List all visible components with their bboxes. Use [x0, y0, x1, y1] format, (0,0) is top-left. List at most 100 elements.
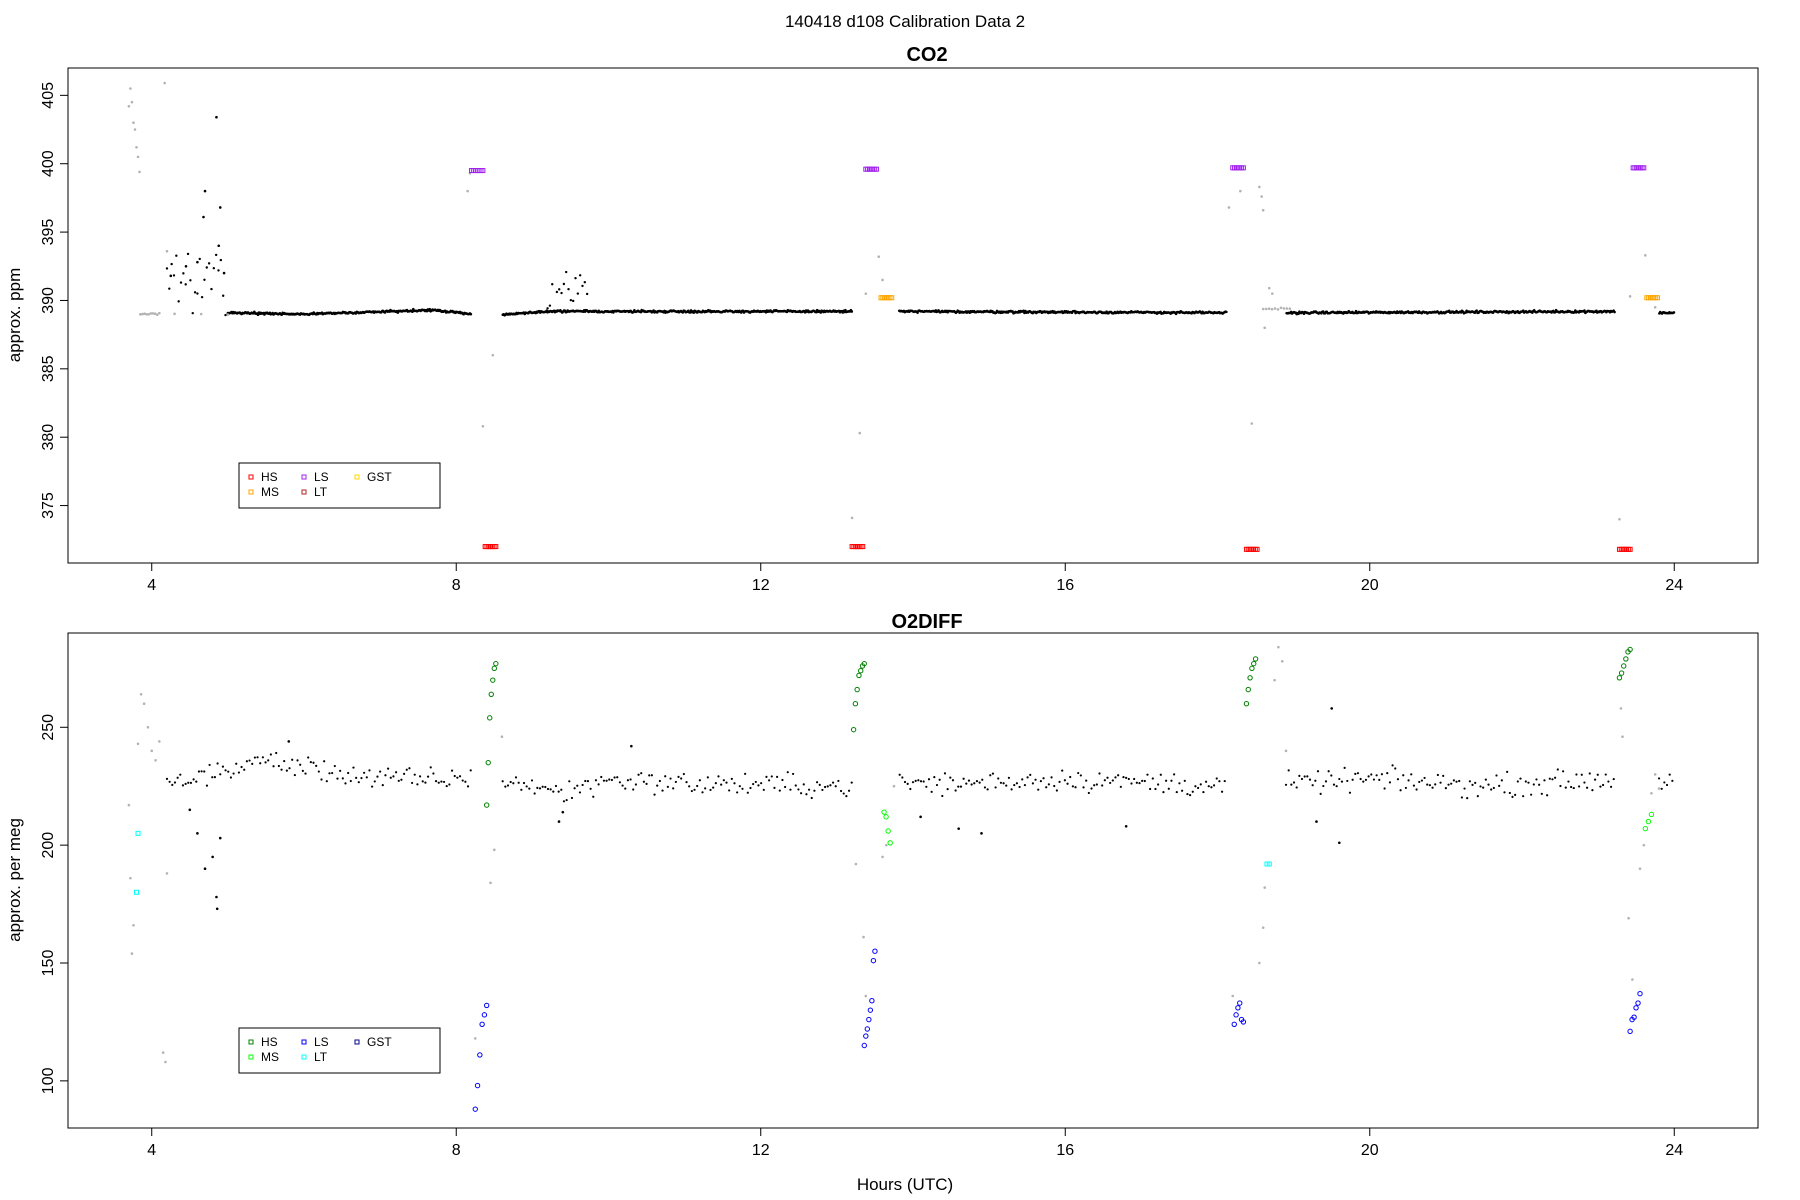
- ambient-point: [674, 780, 677, 784]
- ambient-point: [1562, 770, 1565, 773]
- ambient-point: [395, 771, 398, 774]
- flush-point: [127, 104, 131, 108]
- ambient-point: [1186, 792, 1189, 796]
- ambient-point: [296, 759, 299, 762]
- ambient-point: [1061, 769, 1064, 772]
- ambient-point: [610, 778, 614, 782]
- ambient-point: [1399, 789, 1402, 792]
- ambient-point: [1498, 784, 1501, 787]
- flush-point: [1261, 307, 1265, 311]
- ambient-point: [919, 815, 922, 819]
- calibration-point-ls: [1641, 165, 1647, 171]
- flush-point: [489, 881, 492, 885]
- ambient-point: [1042, 777, 1045, 780]
- ambient-point: [169, 274, 173, 278]
- ambient-point: [706, 776, 709, 779]
- legend-swatch: [248, 1039, 254, 1045]
- ambient-point: [693, 788, 696, 791]
- ambient-point: [402, 772, 406, 775]
- ambient-point: [1218, 780, 1221, 783]
- ambient-point: [1475, 309, 1478, 313]
- ambient-point: [1426, 783, 1429, 786]
- calibration-point-ls: [479, 1021, 485, 1027]
- ambient-point: [717, 775, 720, 778]
- ambient-point: [1119, 785, 1122, 788]
- ambient-point: [186, 252, 190, 256]
- ambient-point: [789, 788, 792, 791]
- ambient-point: [1284, 783, 1288, 786]
- ambient-point: [1063, 779, 1066, 782]
- ambient-point: [765, 775, 768, 778]
- ambient-point: [287, 740, 291, 743]
- flush-point: [1258, 185, 1261, 189]
- legend-swatch: [354, 1039, 360, 1045]
- ambient-point: [191, 311, 194, 315]
- ambient-point: [1202, 790, 1205, 794]
- ambient-point: [1029, 773, 1032, 776]
- ambient-point: [786, 771, 789, 774]
- ambient-point: [1506, 770, 1509, 773]
- ambient-point: [1151, 777, 1154, 780]
- flush-point: [1267, 286, 1271, 290]
- ambient-point: [799, 792, 803, 795]
- ambient-point: [1173, 773, 1176, 776]
- ambient-point: [981, 778, 984, 781]
- calibration-point-hs: [850, 726, 857, 733]
- ambient-point: [1527, 781, 1530, 784]
- ambient-point: [794, 784, 797, 787]
- ambient-point: [994, 786, 997, 789]
- ambient-point: [469, 769, 472, 772]
- ambient-point: [1343, 766, 1346, 769]
- ambient-point: [1359, 777, 1362, 781]
- ambient-point: [445, 784, 448, 788]
- calibration-point-hs: [858, 668, 864, 674]
- ambient-point: [517, 781, 520, 784]
- ambient-point: [1154, 787, 1157, 791]
- ambient-point: [962, 777, 965, 780]
- ambient-point: [272, 765, 275, 768]
- ambient-point: [1162, 791, 1165, 794]
- legend-label: HS: [261, 1035, 278, 1049]
- ambient-point: [1596, 773, 1599, 776]
- ambient-point: [630, 744, 633, 748]
- ambient-point: [1423, 776, 1426, 780]
- ambient-point: [581, 284, 584, 288]
- flush-point: [129, 87, 132, 90]
- ambient-point: [1613, 310, 1616, 314]
- x-tick-label: 4: [147, 1142, 156, 1159]
- ambient-point: [600, 775, 603, 779]
- ambient-point: [1601, 783, 1605, 787]
- legend-label: LS: [314, 470, 329, 484]
- ambient-point: [1138, 782, 1141, 785]
- calibration-point-ls: [1633, 1005, 1639, 1011]
- ambient-point: [1578, 785, 1581, 788]
- o2diff-y-axis: 100 150 200 250: [40, 714, 68, 1094]
- ambient-point: [1167, 787, 1170, 790]
- ambient-point: [1039, 780, 1042, 783]
- ambient-point: [1159, 773, 1162, 776]
- ambient-point: [283, 759, 286, 763]
- ambient-point: [179, 281, 183, 284]
- y-tick-label: 380: [40, 424, 57, 451]
- flush-point: [127, 803, 131, 807]
- ambient-point: [970, 783, 973, 786]
- ambient-point: [307, 756, 310, 759]
- ambient-point: [1223, 779, 1226, 783]
- ambient-point: [829, 784, 832, 787]
- ambient-point: [1157, 783, 1160, 786]
- flush-point: [155, 313, 159, 316]
- ambient-point: [1085, 779, 1088, 782]
- ambient-point: [555, 290, 559, 294]
- calibration-point-ls: [867, 1007, 874, 1013]
- flush-point: [1288, 307, 1292, 310]
- ambient-point: [1668, 773, 1671, 776]
- flush-point: [500, 735, 504, 739]
- ambient-point: [179, 773, 182, 776]
- ambient-point: [426, 775, 430, 778]
- flush-point: [149, 312, 153, 315]
- flush-point: [153, 312, 157, 316]
- ambient-point: [1500, 779, 1503, 782]
- calibration-point-ls: [1233, 1012, 1239, 1018]
- ambient-point: [975, 779, 979, 783]
- ambient-point: [1428, 784, 1431, 787]
